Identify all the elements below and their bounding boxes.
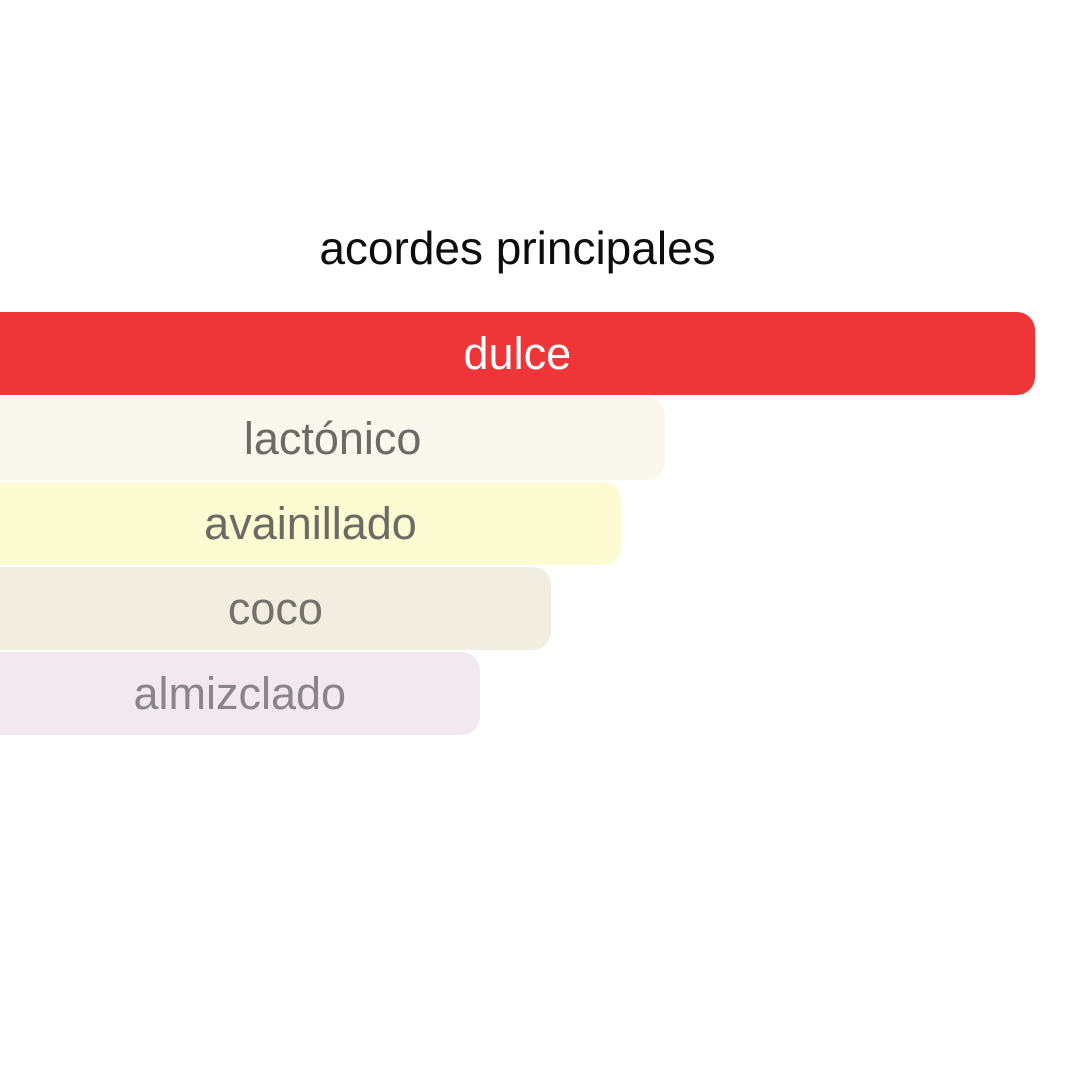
main-accords-chart: acordes principales dulce lactónico avai…	[0, 222, 1080, 737]
accord-row: dulce	[0, 312, 1035, 395]
accord-label: dulce	[463, 328, 572, 379]
accord-label: avainillado	[204, 498, 417, 549]
accord-row: lactónico	[0, 397, 666, 480]
accord-row: avainillado	[0, 482, 621, 565]
chart-title: acordes principales	[319, 222, 716, 274]
accord-row: almizclado	[0, 652, 480, 735]
accord-label: lactónico	[243, 413, 422, 464]
accord-bars: dulce lactónico avainillado coco almizcl…	[0, 312, 1080, 737]
accord-row: coco	[0, 567, 551, 650]
accord-label: coco	[227, 583, 323, 634]
accord-label: almizclado	[133, 668, 347, 719]
